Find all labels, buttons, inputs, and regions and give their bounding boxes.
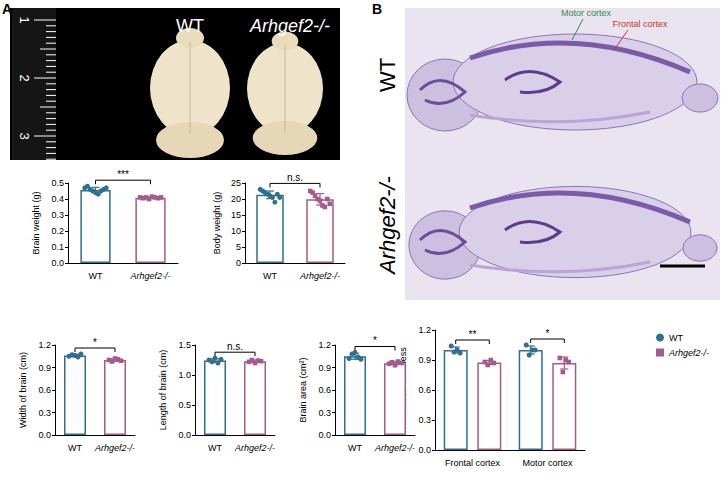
svg-text:5: 5 — [236, 242, 241, 252]
svg-text:Width of brain (cm): Width of brain (cm) — [18, 352, 28, 428]
svg-text:Brain area (cm²): Brain area (cm²) — [298, 357, 308, 422]
svg-text:1.0: 1.0 — [178, 370, 191, 380]
svg-text:0.0: 0.0 — [38, 430, 51, 440]
svg-text:0.5: 0.5 — [51, 178, 64, 188]
svg-text:1.5: 1.5 — [178, 340, 191, 350]
svg-text:1.2: 1.2 — [38, 340, 51, 350]
svg-text:0.2: 0.2 — [51, 226, 64, 236]
svg-text:Length of brain (cm): Length of brain (cm) — [158, 350, 168, 431]
svg-text:0.3: 0.3 — [318, 408, 331, 418]
svg-text:0.9: 0.9 — [418, 355, 431, 365]
svg-text:Arhgef2-/-: Arhgef2-/- — [668, 348, 709, 358]
svg-text:WT: WT — [208, 443, 222, 453]
svg-text:WT: WT — [176, 16, 204, 36]
svg-text:0.0: 0.0 — [51, 258, 64, 268]
svg-text:Brain weight (g): Brain weight (g) — [31, 191, 41, 254]
svg-text:0.3: 0.3 — [51, 210, 64, 220]
svg-text:0.3: 0.3 — [418, 415, 431, 425]
svg-text:A: A — [2, 1, 12, 17]
svg-text:*: * — [546, 328, 550, 339]
svg-text:Arhgef2-/-: Arhgef2-/- — [375, 176, 400, 276]
svg-text:0.0: 0.0 — [178, 430, 191, 440]
svg-text:WT: WT — [263, 271, 277, 281]
svg-text:***: *** — [117, 169, 129, 180]
svg-text:Arhgef2-/-: Arhgef2-/- — [234, 443, 275, 453]
svg-text:0.4: 0.4 — [51, 194, 64, 204]
svg-text:Frontal cortex: Frontal cortex — [445, 458, 501, 468]
svg-text:*: * — [93, 337, 97, 348]
svg-text:WT: WT — [375, 58, 400, 92]
svg-text:Body weight (g): Body weight (g) — [212, 192, 222, 255]
svg-text:0: 0 — [236, 258, 241, 268]
svg-text:0.5: 0.5 — [178, 400, 191, 410]
svg-text:15: 15 — [231, 210, 241, 220]
svg-text:1.2: 1.2 — [418, 325, 431, 335]
svg-text:WT: WT — [89, 271, 103, 281]
svg-text:Arhgef2-/-: Arhgef2-/- — [249, 16, 330, 36]
svg-text:0.6: 0.6 — [418, 385, 431, 395]
svg-text:0.6: 0.6 — [318, 385, 331, 395]
svg-text:Arhgef2-/-: Arhgef2-/- — [129, 271, 170, 281]
svg-text:0.0: 0.0 — [418, 445, 431, 455]
svg-text:*: * — [373, 335, 377, 346]
svg-text:Frontal cortex: Frontal cortex — [612, 19, 668, 29]
svg-text:25: 25 — [231, 178, 241, 188]
svg-text:3: 3 — [17, 132, 32, 139]
svg-text:**: ** — [469, 329, 477, 340]
svg-text:WT: WT — [669, 333, 683, 343]
svg-text:0.0: 0.0 — [318, 430, 331, 440]
svg-text:WT: WT — [68, 443, 82, 453]
svg-text:B: B — [372, 1, 382, 17]
svg-text:n.s.: n.s. — [287, 172, 303, 183]
svg-text:2: 2 — [17, 74, 32, 81]
svg-text:1.2: 1.2 — [318, 340, 331, 350]
svg-text:Arhgef2-/-: Arhgef2-/- — [94, 443, 135, 453]
svg-text:Motor cortex: Motor cortex — [522, 458, 573, 468]
svg-text:0.9: 0.9 — [318, 363, 331, 373]
svg-text:n.s.: n.s. — [227, 341, 243, 352]
svg-text:1: 1 — [17, 16, 32, 23]
svg-text:Arhgef2-/-: Arhgef2-/- — [374, 443, 415, 453]
svg-text:0.3: 0.3 — [38, 408, 51, 418]
svg-text:Arhgef2-/-: Arhgef2-/- — [299, 271, 340, 281]
svg-text:Motor cortex: Motor cortex — [561, 8, 612, 18]
svg-text:0.9: 0.9 — [38, 363, 51, 373]
svg-text:10: 10 — [231, 226, 241, 236]
svg-text:0.1: 0.1 — [51, 242, 64, 252]
svg-text:WT: WT — [348, 443, 362, 453]
svg-text:20: 20 — [231, 194, 241, 204]
svg-text:0.6: 0.6 — [38, 385, 51, 395]
